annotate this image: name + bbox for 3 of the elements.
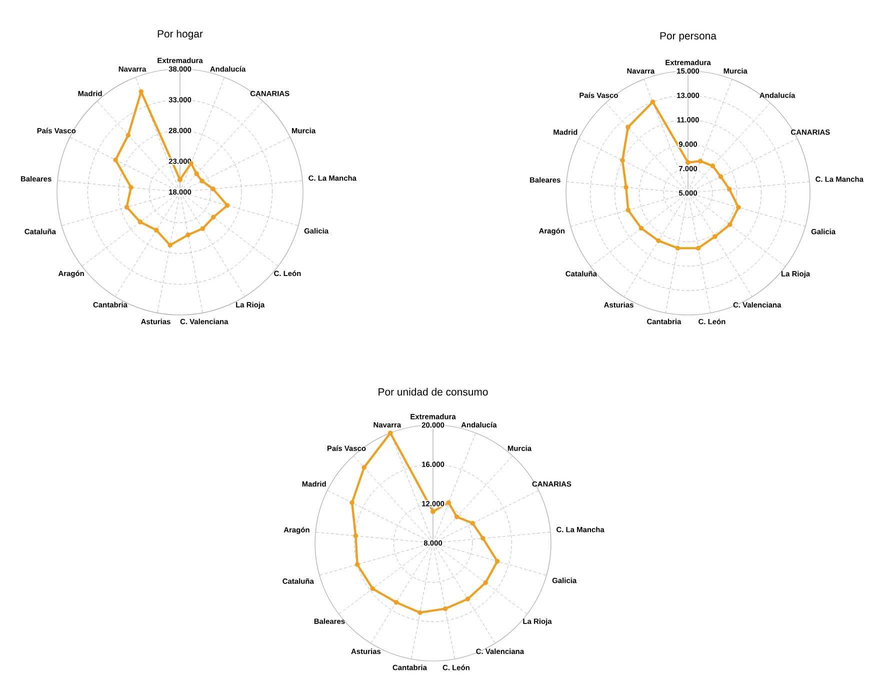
chart-title: Por persona bbox=[660, 32, 716, 42]
chart-title: Por hogar bbox=[158, 30, 203, 40]
chart-title: Por unidad de consumo bbox=[378, 388, 488, 396]
